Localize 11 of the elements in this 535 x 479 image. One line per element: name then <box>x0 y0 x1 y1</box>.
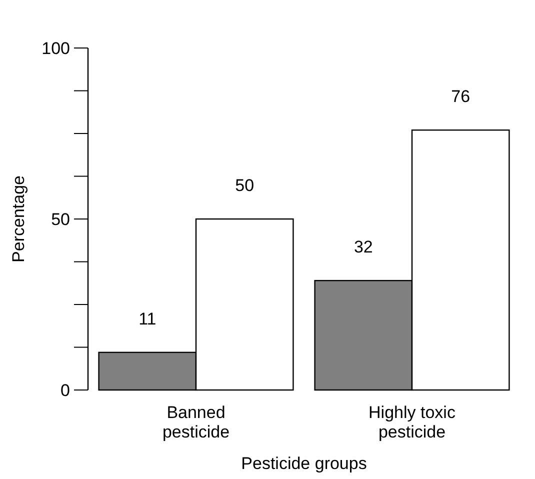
y-tick-label: 50 <box>51 210 70 229</box>
data-label: 50 <box>235 176 254 195</box>
data-label: 76 <box>451 87 470 106</box>
x-axis-title: Pesticide groups <box>241 454 367 473</box>
y-axis-title: Percentage <box>9 176 28 262</box>
x-tick-label: Highly toxic pesticide <box>368 402 456 442</box>
y-tick-label: 100 <box>42 38 70 58</box>
data-label: 11 <box>138 309 156 328</box>
y-tick-label: 0 <box>60 380 70 400</box>
x-tick-label: Banned pesticide <box>162 402 230 442</box>
data-label: 32 <box>354 238 373 257</box>
